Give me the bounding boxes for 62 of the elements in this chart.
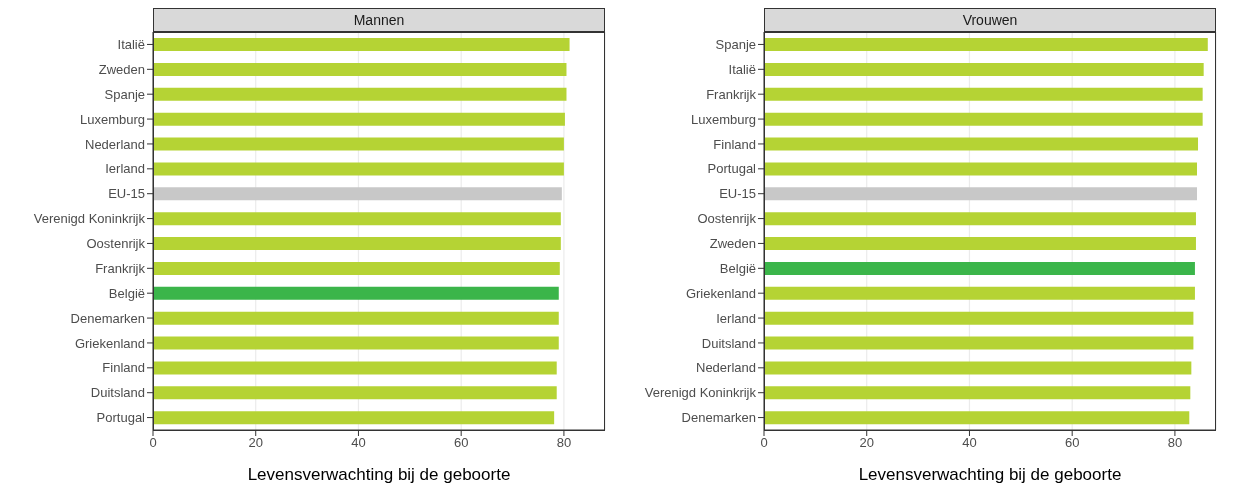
bar [153, 38, 570, 51]
y-tick-label: Zweden [98, 61, 145, 77]
y-tick-label: Portugal [96, 410, 146, 426]
y-tick-label: Italië [117, 37, 145, 53]
x-tick-label: 40 [962, 435, 977, 451]
x-tick-label: 20 [859, 435, 874, 451]
y-tick-label: Frankrijk [706, 86, 757, 102]
bar [153, 261, 560, 275]
x-tick-label: 80 [1167, 435, 1183, 451]
y-tick-label: Spanje [104, 86, 145, 102]
y-tick-label: België [719, 260, 756, 276]
y-tick-label: Duitsland [90, 385, 145, 401]
y-tick-label: Denemarken [70, 310, 145, 326]
bar [153, 62, 567, 76]
y-tick-label: Griekenland [74, 335, 145, 351]
chart-title: Mannen [153, 8, 605, 32]
chart-title: Vrouwen [764, 8, 1216, 32]
y-tick-label: België [108, 285, 145, 301]
y-tick-label: Luxemburg [690, 111, 756, 127]
bar [153, 112, 565, 126]
y-tick-label: Portugal [707, 161, 757, 177]
bar [153, 162, 564, 176]
bar [153, 212, 561, 226]
y-tick-label: Nederland [85, 136, 145, 152]
x-tick-label: 60 [1064, 435, 1080, 451]
y-tick-label: Denemarken [681, 410, 756, 426]
y-tick-label: Griekenland [685, 285, 756, 301]
y-tick-label: EU-15 [108, 186, 145, 202]
y-tick-label: Verenigd Koninkrijk [33, 211, 146, 227]
x-tick-label: 40 [351, 435, 366, 451]
x-tick-label: 60 [453, 435, 469, 451]
bar [153, 336, 559, 350]
x-axis-title: Levensverwachting bij de geboorte [858, 465, 1122, 484]
y-tick-label: Verenigd Koninkrijk [644, 385, 757, 401]
bar [153, 286, 559, 300]
bar [153, 311, 559, 325]
y-tick-label: EU-15 [719, 186, 756, 202]
bar [153, 361, 557, 375]
bar [153, 411, 555, 425]
x-tick-label: 80 [556, 435, 572, 451]
bar [153, 137, 564, 151]
y-tick-label: Ierland [716, 310, 756, 326]
y-tick-label: Nederland [696, 360, 756, 376]
y-tick-label: Finland [102, 360, 145, 376]
bar [153, 187, 562, 201]
bar [153, 237, 561, 250]
y-tick-label: Finland [713, 136, 756, 152]
y-tick-label: Ierland [105, 161, 145, 177]
y-tick-label: Duitsland [701, 335, 756, 351]
y-tick-label: Luxemburg [79, 111, 145, 127]
x-axis-title: Levensverwachting bij de geboorte [247, 465, 511, 484]
y-tick-label: Oostenrijk [86, 236, 146, 252]
x-tick-label: 20 [248, 435, 263, 451]
y-tick-label: Zweden [709, 236, 756, 252]
y-tick-label: Spanje [715, 37, 756, 53]
bar [153, 386, 557, 400]
y-tick-label: Oostenrijk [697, 211, 757, 227]
bar [153, 87, 567, 101]
y-tick-label: Frankrijk [95, 260, 146, 276]
x-tick-label: 0 [760, 435, 768, 451]
y-tick-label: Italië [728, 61, 756, 77]
x-tick-label: 0 [149, 435, 157, 451]
